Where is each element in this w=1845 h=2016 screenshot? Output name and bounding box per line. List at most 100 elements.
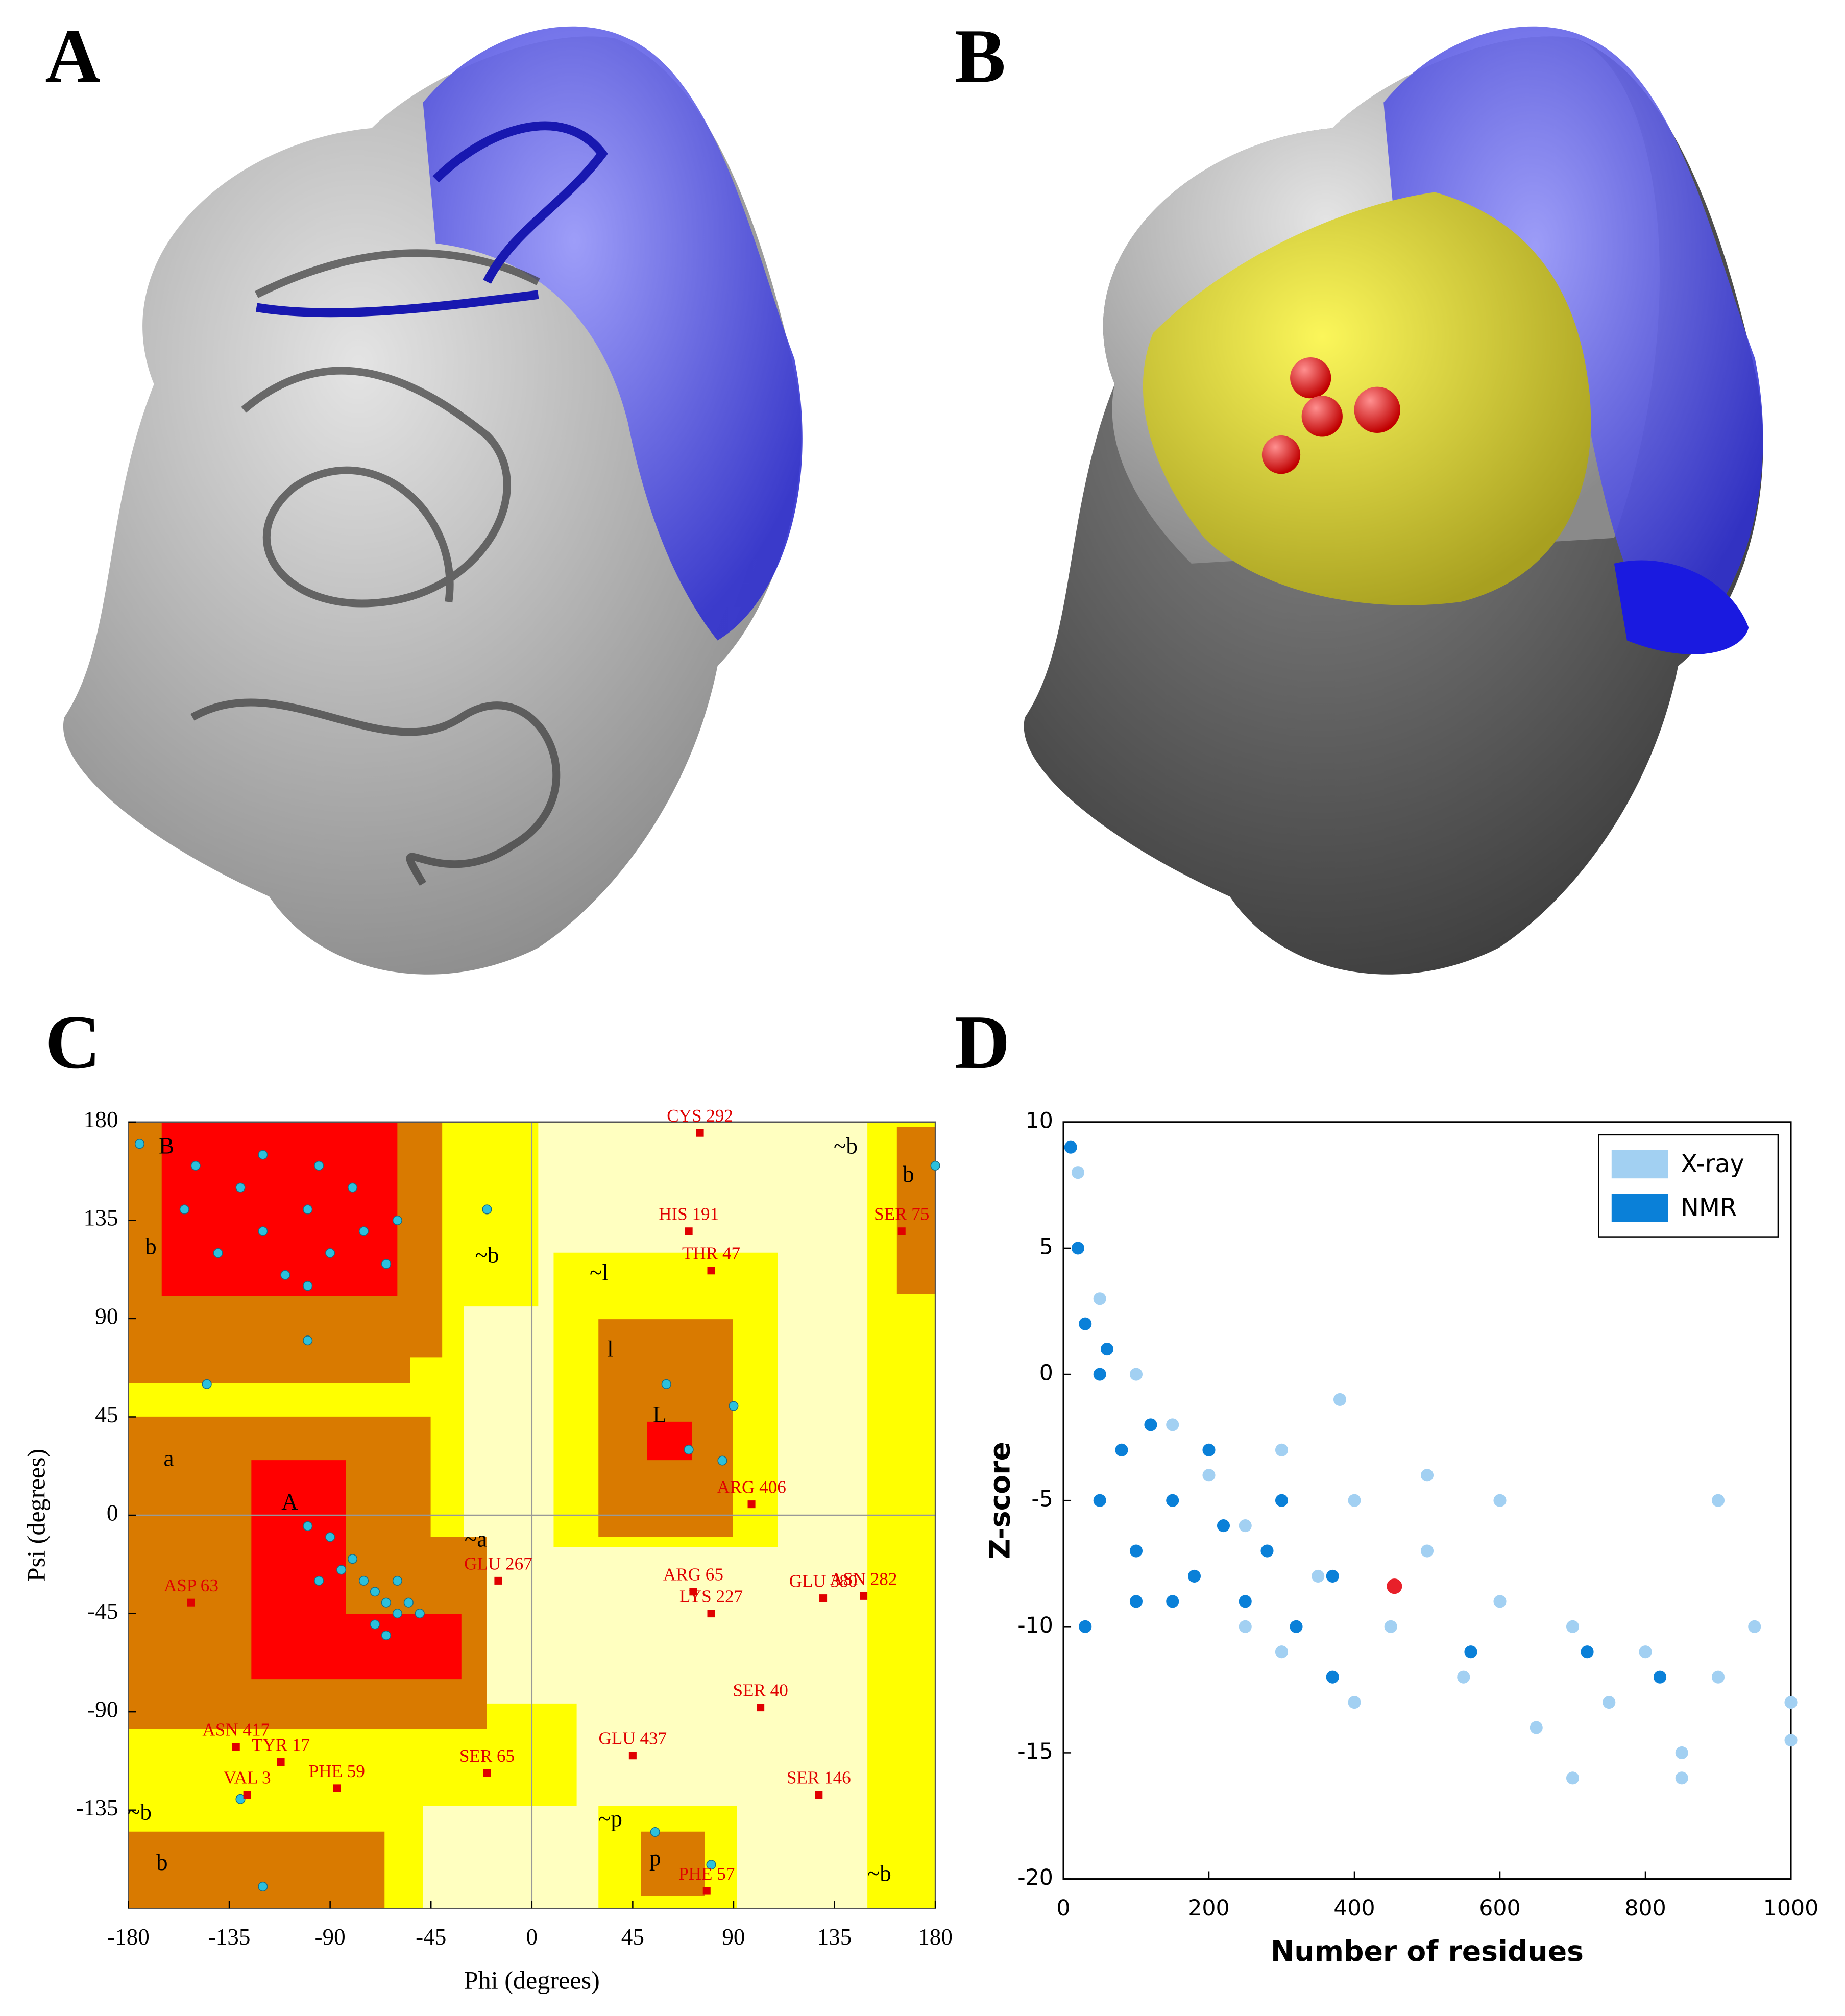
point bbox=[684, 1445, 694, 1455]
point bbox=[482, 1204, 492, 1215]
point bbox=[1187, 1569, 1201, 1583]
blue-patch bbox=[1614, 560, 1749, 654]
sphere bbox=[1354, 386, 1400, 433]
point bbox=[381, 1597, 391, 1608]
region-label: B bbox=[159, 1133, 174, 1158]
point bbox=[258, 1226, 268, 1236]
point bbox=[1333, 1393, 1347, 1406]
point bbox=[1239, 1620, 1252, 1633]
y-tick-label: 5 bbox=[1039, 1234, 1053, 1259]
point bbox=[392, 1575, 402, 1586]
point-label: ARG 65 bbox=[663, 1565, 723, 1585]
point bbox=[381, 1630, 391, 1640]
y-tick-label: -5 bbox=[1031, 1487, 1053, 1512]
point bbox=[1464, 1645, 1477, 1659]
sphere bbox=[1261, 435, 1301, 474]
region-label: b bbox=[156, 1850, 168, 1875]
legend-swatch bbox=[1611, 1194, 1668, 1222]
sphere bbox=[1301, 396, 1343, 437]
point bbox=[1129, 1368, 1143, 1381]
point bbox=[325, 1532, 335, 1542]
point bbox=[1144, 1418, 1157, 1431]
panel-label: D bbox=[955, 1000, 1010, 1085]
point bbox=[1260, 1544, 1274, 1558]
point bbox=[650, 1827, 660, 1837]
labeled-point bbox=[707, 1267, 715, 1275]
point bbox=[1166, 1418, 1179, 1431]
region-label: ~l bbox=[590, 1260, 609, 1285]
point bbox=[1093, 1368, 1106, 1381]
point bbox=[1711, 1494, 1725, 1507]
point bbox=[706, 1860, 716, 1870]
point bbox=[1202, 1469, 1216, 1482]
point-label: THR 47 bbox=[682, 1244, 740, 1264]
blue-domain bbox=[423, 26, 803, 641]
point bbox=[392, 1215, 402, 1225]
point bbox=[358, 1575, 369, 1586]
protein-a bbox=[63, 26, 803, 975]
highlight-point bbox=[1387, 1578, 1402, 1594]
blue-ribbon bbox=[255, 121, 608, 318]
region-label: b bbox=[903, 1161, 914, 1187]
y-tick-label: 0 bbox=[1039, 1361, 1053, 1386]
point-label: SER 40 bbox=[733, 1681, 788, 1701]
labeled-point bbox=[483, 1769, 491, 1777]
point bbox=[1675, 1771, 1688, 1785]
point bbox=[1566, 1771, 1580, 1785]
y-tick-label: 180 bbox=[84, 1107, 118, 1132]
x-tick-label: -45 bbox=[416, 1924, 446, 1950]
point bbox=[381, 1259, 391, 1269]
x-tick-label: -135 bbox=[208, 1924, 251, 1950]
point-label: SER 65 bbox=[459, 1746, 515, 1766]
point bbox=[1420, 1544, 1434, 1558]
region-label: p bbox=[649, 1845, 661, 1871]
labeled-point bbox=[702, 1887, 711, 1895]
y-tick-label: -10 bbox=[1017, 1613, 1053, 1638]
point-label: HIS 191 bbox=[659, 1204, 719, 1224]
labeled-point bbox=[243, 1791, 251, 1799]
point bbox=[1239, 1595, 1252, 1608]
y-tick-label: 90 bbox=[95, 1303, 118, 1329]
x-tick-label: 0 bbox=[526, 1924, 538, 1950]
point bbox=[1326, 1670, 1339, 1684]
labeled-point bbox=[277, 1758, 285, 1766]
point bbox=[1653, 1670, 1667, 1684]
point bbox=[1384, 1620, 1397, 1633]
region-label: ~p bbox=[598, 1806, 622, 1831]
point bbox=[1064, 1140, 1077, 1154]
y-axis-label: Psi (degrees) bbox=[21, 1449, 50, 1582]
y-tick-label: 135 bbox=[84, 1205, 118, 1231]
point bbox=[1129, 1595, 1143, 1608]
point bbox=[280, 1270, 290, 1280]
point bbox=[303, 1521, 313, 1531]
legend-label: NMR bbox=[1681, 1194, 1737, 1222]
point bbox=[348, 1554, 358, 1564]
point bbox=[1784, 1696, 1798, 1709]
panel-label: A bbox=[45, 13, 101, 99]
x-tick-label: 180 bbox=[918, 1924, 953, 1950]
legend-label: X-ray bbox=[1681, 1150, 1744, 1178]
y-tick-label: -90 bbox=[87, 1696, 118, 1722]
y-tick-label: -15 bbox=[1017, 1739, 1053, 1764]
point bbox=[303, 1281, 313, 1291]
point-label: LYS 227 bbox=[679, 1587, 743, 1607]
point bbox=[403, 1597, 414, 1608]
panel-label: C bbox=[45, 1000, 101, 1085]
point bbox=[348, 1182, 358, 1193]
point-label: GLU 437 bbox=[599, 1729, 667, 1748]
point-label: ASN 282 bbox=[830, 1569, 897, 1589]
point bbox=[392, 1609, 402, 1619]
labeled-point bbox=[494, 1576, 502, 1585]
point bbox=[202, 1379, 212, 1389]
protein-b bbox=[1024, 26, 1763, 975]
labeled-point bbox=[696, 1129, 704, 1137]
point bbox=[1711, 1670, 1725, 1684]
point bbox=[1093, 1494, 1106, 1507]
y-tick-label: -20 bbox=[1017, 1865, 1053, 1890]
point-label: SER 75 bbox=[874, 1204, 929, 1224]
labeled-point bbox=[860, 1592, 868, 1600]
point bbox=[1326, 1569, 1339, 1583]
labeled-point bbox=[815, 1791, 823, 1799]
point bbox=[190, 1160, 201, 1171]
x-tick-label: 45 bbox=[621, 1924, 644, 1950]
